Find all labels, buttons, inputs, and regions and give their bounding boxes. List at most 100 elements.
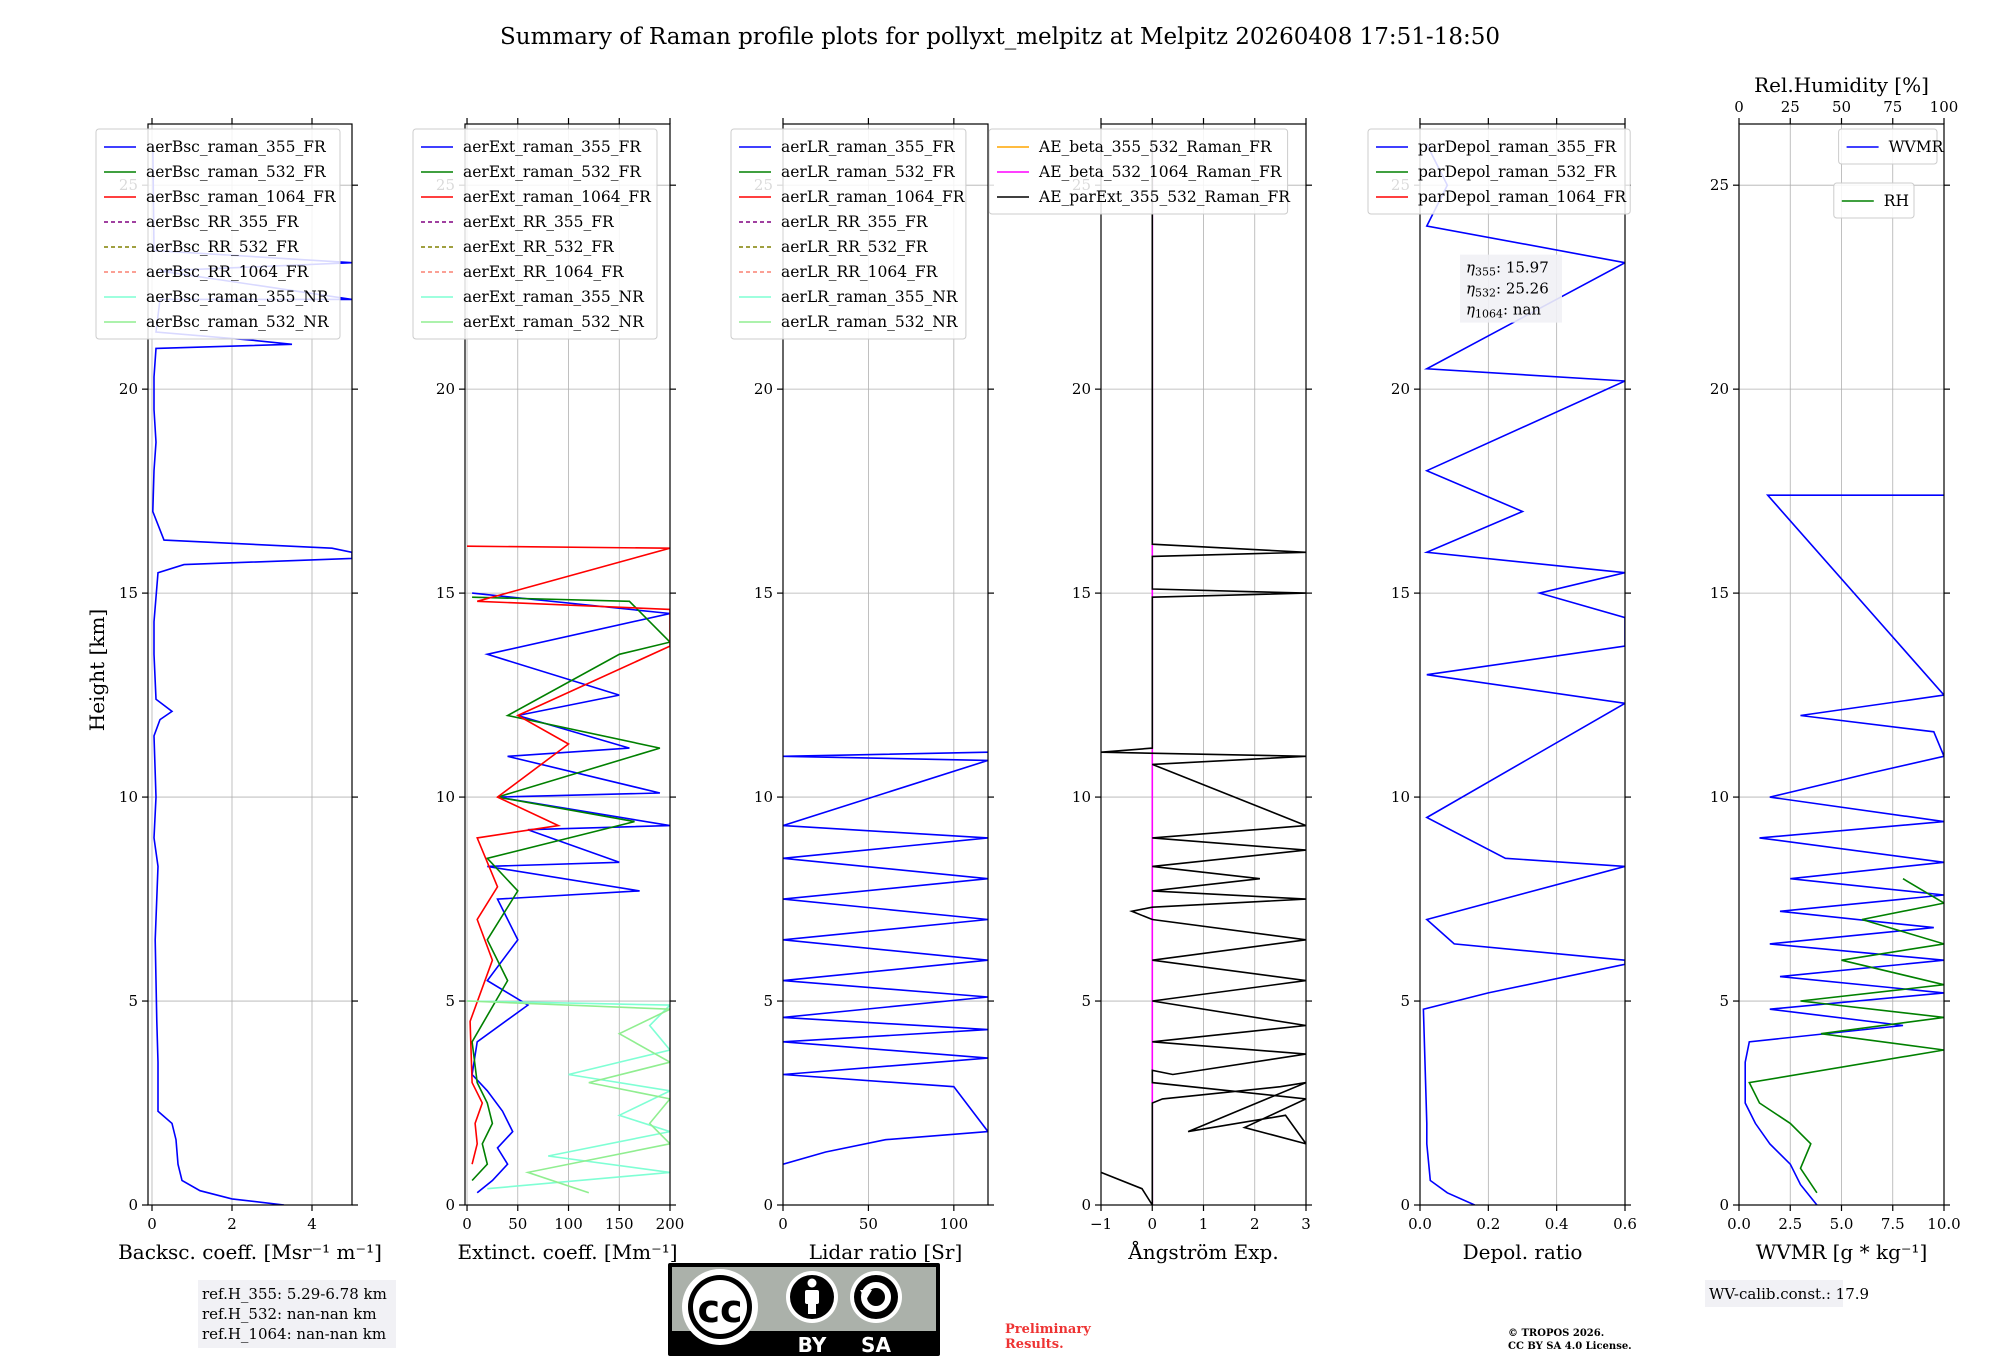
legend-entry: aerExt_RR_532_FR bbox=[463, 238, 615, 256]
y-tick-label: 10 bbox=[1710, 788, 1729, 806]
legend-bsc: aerBsc_raman_355_FR aerBsc_raman_532_FRae… bbox=[95, 128, 341, 340]
x-tick-label: 100 bbox=[940, 1215, 969, 1233]
legend-lr: aerLR_raman_355_FR aerLR_raman_532_FR aerL… bbox=[730, 128, 967, 340]
x-tick-label: 50 bbox=[859, 1215, 878, 1233]
y-tick-label: 20 bbox=[436, 380, 455, 398]
y-tick-label: 5 bbox=[1400, 992, 1410, 1010]
x-axis-label-wv: WVMR [g * kg⁻¹] bbox=[1756, 1240, 1928, 1264]
legend-entry: aerLR_raman_532_NR bbox=[781, 313, 959, 331]
legend-box bbox=[1367, 128, 1631, 215]
y-axis-label: Height [km] bbox=[85, 609, 109, 731]
series-parDepol_raman_355_FR bbox=[1422, 144, 1625, 1205]
axes-frame bbox=[464, 123, 671, 1206]
x2-tick-label: 50 bbox=[1832, 98, 1851, 116]
legend-entry: aerExt_RR_1064_FR bbox=[463, 263, 625, 281]
legend-entry: parDepol_raman_355_FR bbox=[1418, 138, 1618, 156]
legend-entry: parDepol_raman_1064_FR bbox=[1418, 188, 1627, 206]
y-tick-label: 10 bbox=[1072, 788, 1091, 806]
legend-entry: aerBsc_RR_355_FR bbox=[146, 213, 300, 231]
y-tick-label: 15 bbox=[1391, 584, 1410, 602]
y-tick-label: 5 bbox=[128, 992, 138, 1010]
series-aerExt_raman_532_NR bbox=[466, 1000, 670, 1194]
y-tick-label: 10 bbox=[436, 788, 455, 806]
legend-entry: aerExt_raman_532_NR bbox=[463, 313, 645, 331]
x-tick-label: 100 bbox=[554, 1215, 583, 1233]
x-tick-label: 200 bbox=[656, 1215, 685, 1233]
series-aerExt_raman_355_FR bbox=[471, 592, 670, 1194]
y-tick-label: 20 bbox=[1391, 380, 1410, 398]
x2-tick-label: 25 bbox=[1781, 98, 1800, 116]
x-tick-label: 2 bbox=[227, 1215, 237, 1233]
legend-entry: WVMR bbox=[1889, 138, 1945, 156]
panel-lr: 0510152025050100Lidar ratio [Sr]aerLR_ra… bbox=[730, 118, 994, 1264]
legend-entry: aerLR_raman_355_FR bbox=[781, 138, 956, 156]
legend-entry: aerBsc_raman_355_NR bbox=[146, 288, 330, 306]
x-tick-label: 0 bbox=[1147, 1215, 1157, 1233]
x-tick-label: −1 bbox=[1090, 1215, 1112, 1233]
axes-frame bbox=[147, 123, 353, 1206]
wv-calib-box: WV-calib.const.: 17.9 bbox=[1705, 1280, 1869, 1307]
y-tick-label: 20 bbox=[119, 380, 138, 398]
y-tick-label: 5 bbox=[1719, 992, 1729, 1010]
eta-number: : 15.97 bbox=[1496, 259, 1549, 277]
x-tick-label: 2 bbox=[1250, 1215, 1260, 1233]
legend-box bbox=[95, 128, 341, 340]
x-axis-label-ae: Ångström Exp. bbox=[1127, 1239, 1278, 1264]
y-tick-label: 15 bbox=[1072, 584, 1091, 602]
series-aerExt_raman_1064_FR bbox=[466, 545, 670, 1165]
x-tick-label: 1 bbox=[1199, 1215, 1209, 1233]
panel-wv: 0 5 10 15 20 25 0.0 2.5 5.0 7.5 10.0 WVMR [g * kg⁻¹… bbox=[1710, 73, 1961, 1264]
y-tick-label: 25 bbox=[1710, 176, 1729, 194]
legend-box bbox=[1833, 182, 1915, 219]
axes-frame bbox=[782, 123, 989, 1206]
x2-tick-label: 75 bbox=[1883, 98, 1902, 116]
y-tick-label: 15 bbox=[119, 584, 138, 602]
legend-entry: aerExt_raman_1064_FR bbox=[463, 188, 652, 206]
x-tick-label: 50 bbox=[508, 1215, 527, 1233]
legend-entry: AE_beta_355_532_Raman_FR bbox=[1038, 138, 1273, 156]
x2-tick-label: 100 bbox=[1930, 98, 1959, 116]
axes-frame bbox=[1419, 123, 1626, 1206]
series-WVMR bbox=[1744, 494, 1944, 1205]
y-tick-label: 0 bbox=[445, 1196, 455, 1214]
eta-value-532: η532: 25.26 bbox=[1466, 280, 1549, 300]
legend-entry: parDepol_raman_532_FR bbox=[1418, 163, 1618, 181]
y-tick-label: 15 bbox=[436, 584, 455, 602]
x-tick-label: 10.0 bbox=[1927, 1215, 1960, 1233]
cc-glyph: cc bbox=[697, 1287, 742, 1331]
eta-number: : 25.26 bbox=[1496, 280, 1549, 298]
eta-number: : nan bbox=[1503, 301, 1541, 319]
x-tick-label: 7.5 bbox=[1881, 1215, 1905, 1233]
legend-entry: aerLR_RR_355_FR bbox=[781, 213, 929, 231]
series-aerLR_raman_355_FR bbox=[783, 751, 988, 1165]
y-tick-label: 0 bbox=[763, 1196, 773, 1214]
series-RH bbox=[1748, 878, 1944, 1194]
x2-axis-label: Rel.Humidity [%] bbox=[1754, 73, 1929, 97]
legend-entry: RH bbox=[1884, 192, 1909, 210]
x-tick-label: 0.2 bbox=[1476, 1215, 1500, 1233]
legend-box bbox=[412, 128, 658, 340]
x-tick-label: 0.6 bbox=[1613, 1215, 1637, 1233]
x-axis-label-bsc: Backsc. coeff. [Msr⁻¹ m⁻¹] bbox=[118, 1240, 382, 1264]
preliminary-note-line2: Results. bbox=[1005, 1337, 1064, 1352]
legend-ext: aerExt_raman_355_FR aerExt_raman_532_FRae… bbox=[412, 128, 658, 340]
ref-height-1064: ref.H_1064: nan-nan km bbox=[202, 1325, 386, 1343]
legend-depol: parDepol_raman_355_FR parDepol_raman_532_… bbox=[1367, 128, 1631, 215]
legend-entry: aerLR_RR_532_FR bbox=[781, 238, 929, 256]
legend-entry: aerLR_raman_532_FR bbox=[781, 163, 956, 181]
x-axis-label-lr: Lidar ratio [Sr] bbox=[809, 1240, 963, 1264]
y-tick-label: 20 bbox=[754, 380, 773, 398]
legend-wv: RH bbox=[1833, 182, 1915, 219]
panels-group: 0510152025024Backsc. coeff. [Msr⁻¹ m⁻¹]a… bbox=[95, 73, 1961, 1264]
legend-entry: aerExt_RR_355_FR bbox=[463, 213, 615, 231]
legend-box bbox=[1838, 128, 1938, 165]
legend-entry: aerBsc_raman_355_FR bbox=[146, 138, 327, 156]
x-tick-label: 0.0 bbox=[1408, 1215, 1432, 1233]
figure-title: Summary of Raman profile plots for polly… bbox=[500, 24, 1500, 50]
x-tick-label: 2.5 bbox=[1778, 1215, 1802, 1233]
series-aerExt_raman_532_FR bbox=[471, 596, 670, 1182]
eta-symbol: η bbox=[1466, 259, 1475, 277]
ref-height-box: ref.H_355: 5.29-6.78 km ref.H_532: nan-n… bbox=[198, 1280, 396, 1348]
